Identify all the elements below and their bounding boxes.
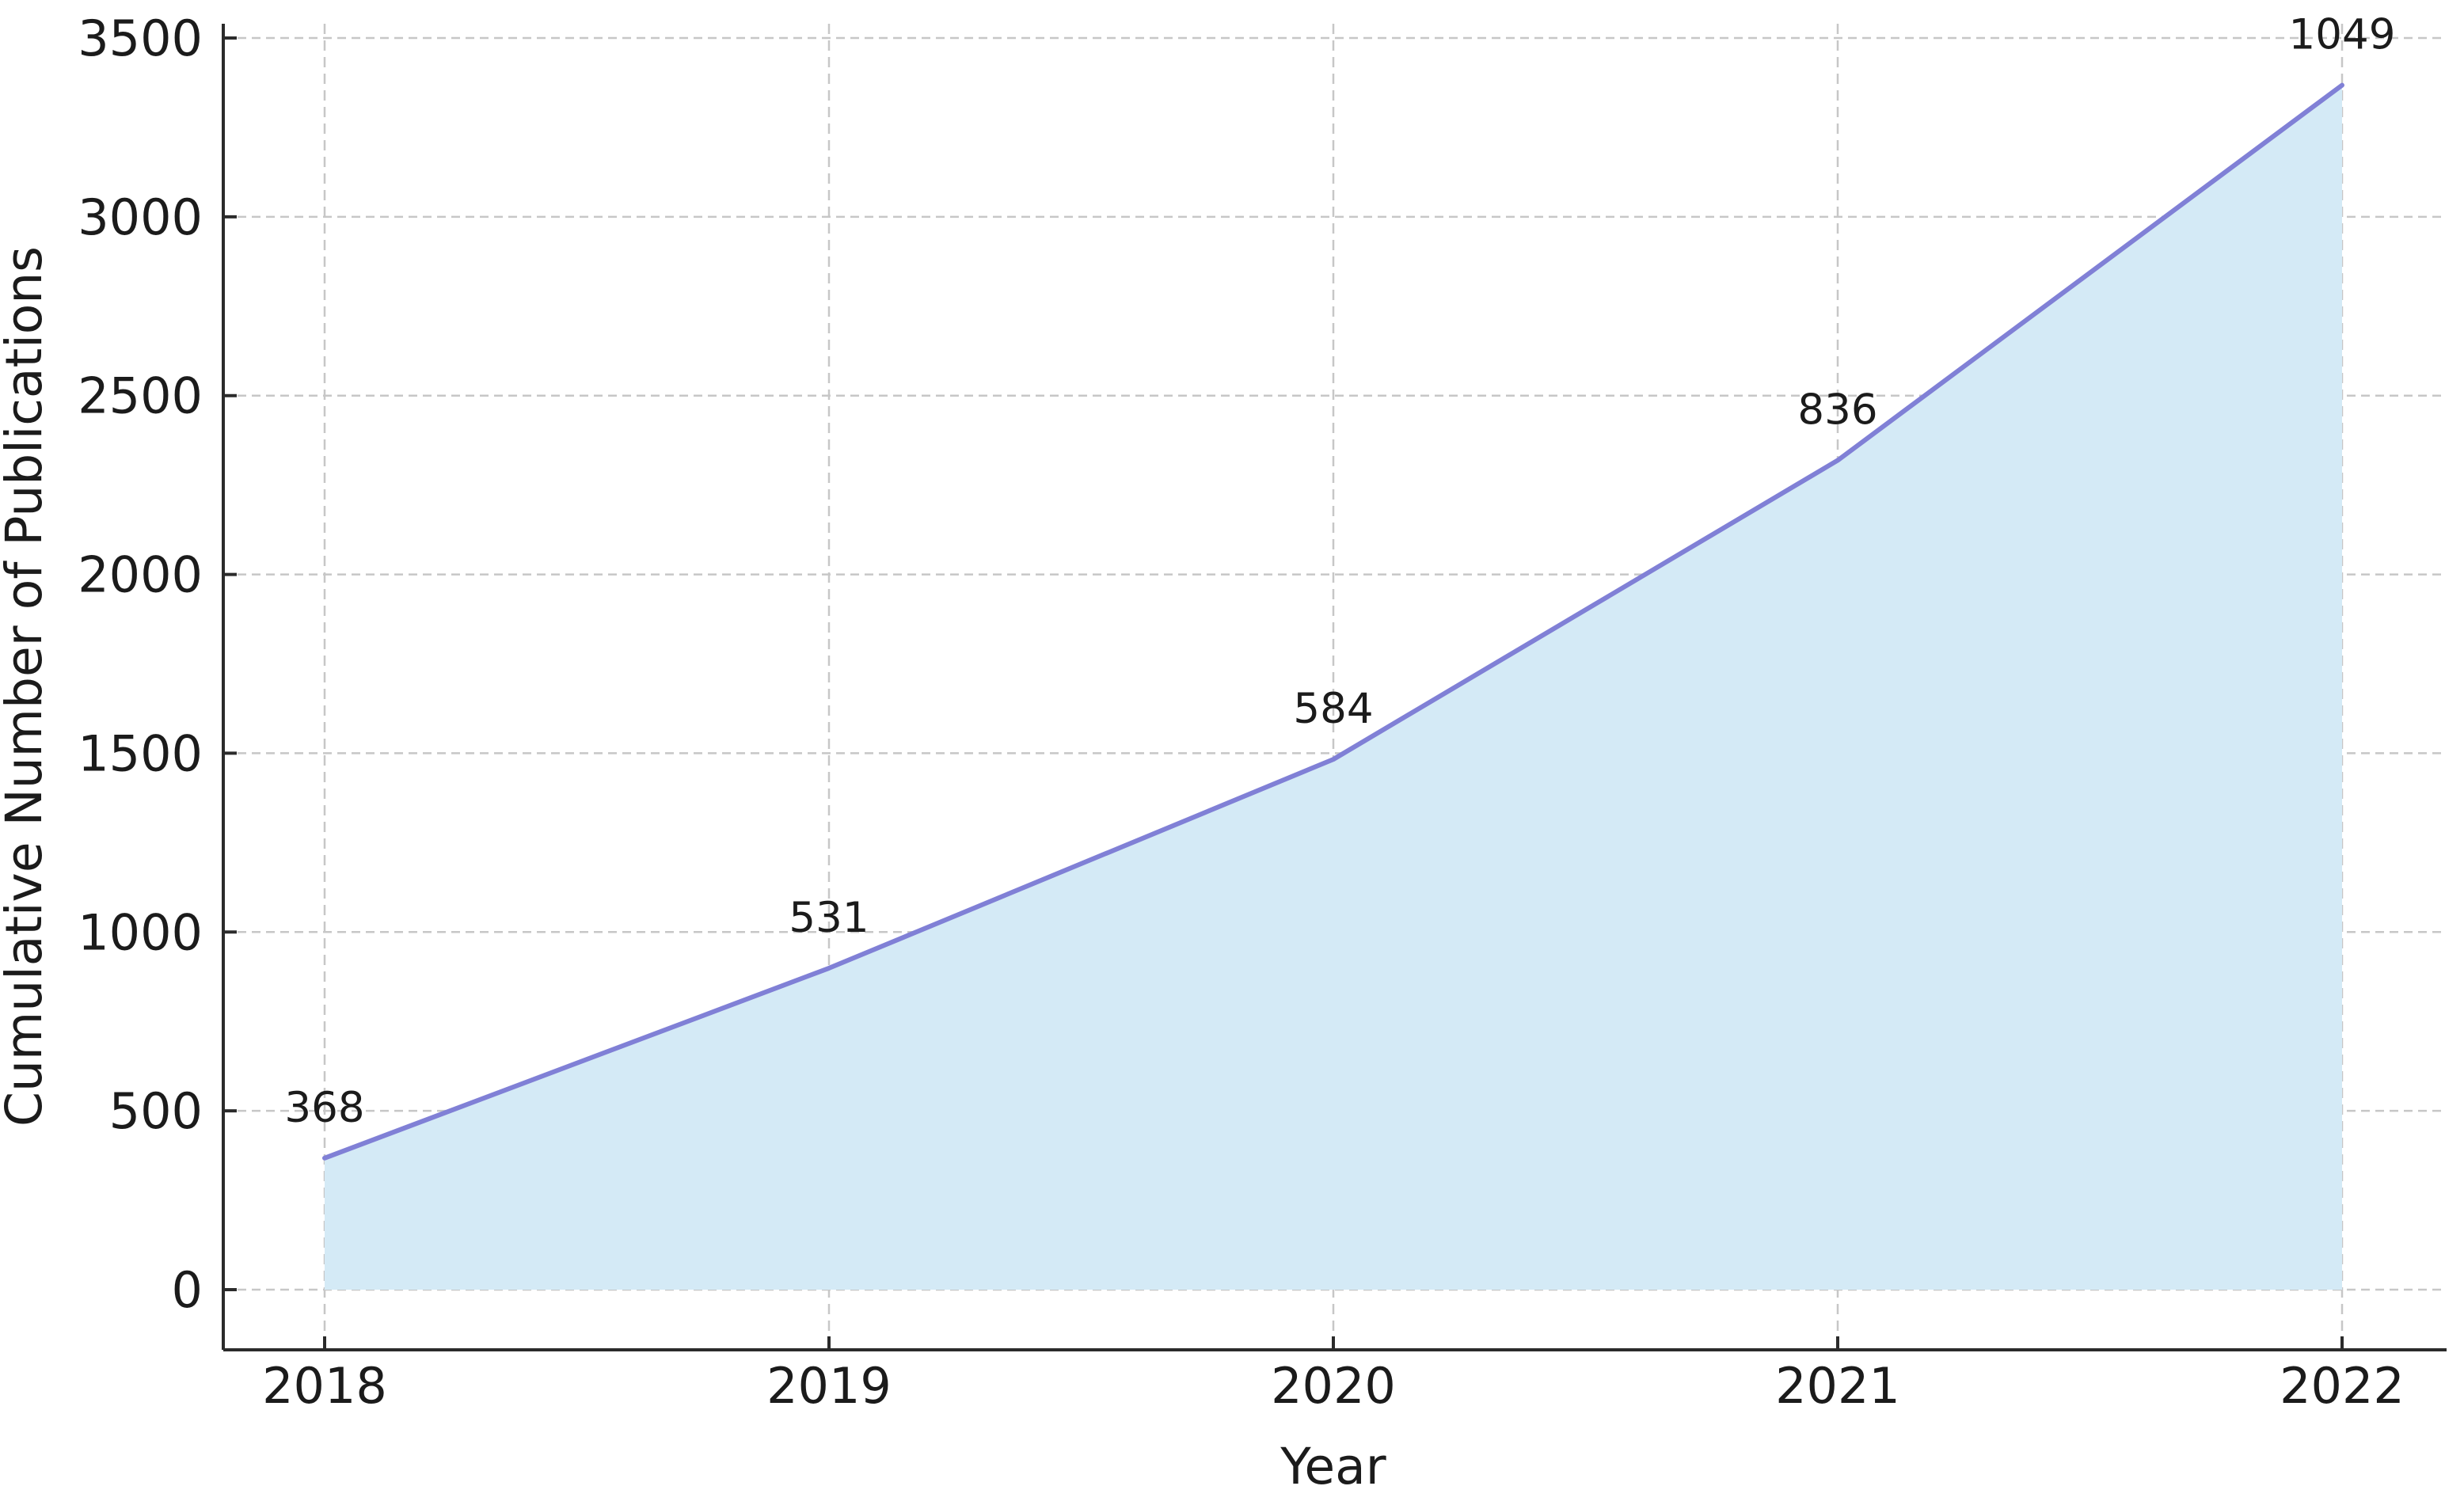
y-tick-label: 0: [172, 1261, 203, 1319]
x-tick-label: 2020: [1271, 1357, 1396, 1415]
y-tick-label: 3000: [78, 188, 203, 246]
y-tick-label: 3500: [78, 10, 203, 67]
y-tick-label: 1000: [78, 903, 203, 961]
y-tick-label: 2500: [78, 367, 203, 425]
y-tick-label: 1500: [78, 724, 203, 782]
area-layer: [322, 82, 2344, 1290]
data-label: 1049: [2289, 11, 2396, 59]
x-tick-label: 2018: [262, 1357, 387, 1415]
data-label: 836: [1797, 386, 1877, 434]
x-axis-title: Year: [1280, 1438, 1386, 1486]
y-tick-label: 2000: [78, 546, 203, 604]
data-label: 531: [789, 894, 869, 942]
x-tick-label: 2022: [2280, 1357, 2405, 1415]
axis-layer: [222, 24, 2447, 1351]
data-label: 584: [1293, 685, 1373, 733]
trend-line: [322, 82, 2344, 1161]
y-tick-label: 500: [109, 1082, 203, 1140]
x-tick-label: 2019: [766, 1357, 892, 1415]
area-fill: [325, 85, 2342, 1290]
x-tick-label: 2021: [1775, 1357, 1900, 1415]
text-layer: 0 500 1000 1500 2000 2500 3000 3500 2018 2019 2020…: [78, 10, 2405, 1415]
data-label: 368: [284, 1084, 364, 1132]
y-axis-title: Cumulative Number of Publications: [0, 246, 53, 1127]
